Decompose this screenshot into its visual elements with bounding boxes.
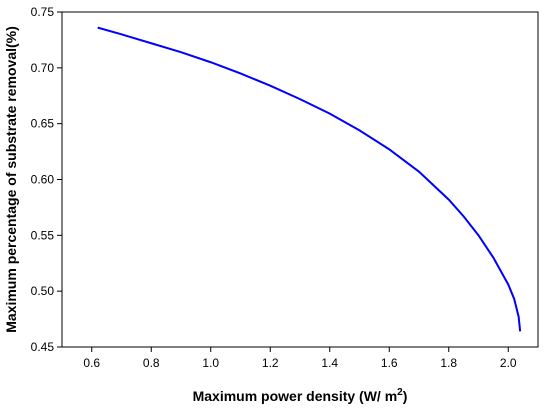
x-tick-label: 1.2 [262,356,279,370]
x-axis-title-suffix: ) [403,388,408,404]
x-tick-label: 1.0 [202,356,219,370]
y-axis-title: Maximum percentage of substrate removal(… [3,26,19,333]
x-axis-title-main: Maximum power density (W/ m [193,388,398,404]
x-tick-label: 0.8 [143,356,160,370]
y-tick-label: 0.55 [31,228,55,242]
x-tick-label: 1.8 [440,356,457,370]
y-tick-label: 0.70 [31,61,55,75]
plot-area: 0.6 0.8 1.0 1.2 1.4 1.6 1.8 2.0 0.45 0.50 0.55 0.60… [31,5,539,370]
x-tick-label: 0.6 [83,356,100,370]
x-tick-label: 1.6 [381,356,398,370]
y-tick-label: 0.60 [31,173,55,187]
y-tick-label: 0.65 [31,117,55,131]
x-tick-label: 1.4 [321,356,338,370]
plot-frame [61,11,539,348]
x-axis-title: Maximum power density (W/ m2) [193,387,408,404]
series-line [97,26,522,332]
y-tick-label: 0.45 [31,340,55,354]
x-tick-label: 2.0 [500,356,517,370]
x-axis-title-superscript: 2 [397,387,403,398]
y-tick-label: 0.75 [31,5,55,19]
y-tick-label: 0.50 [31,284,55,298]
